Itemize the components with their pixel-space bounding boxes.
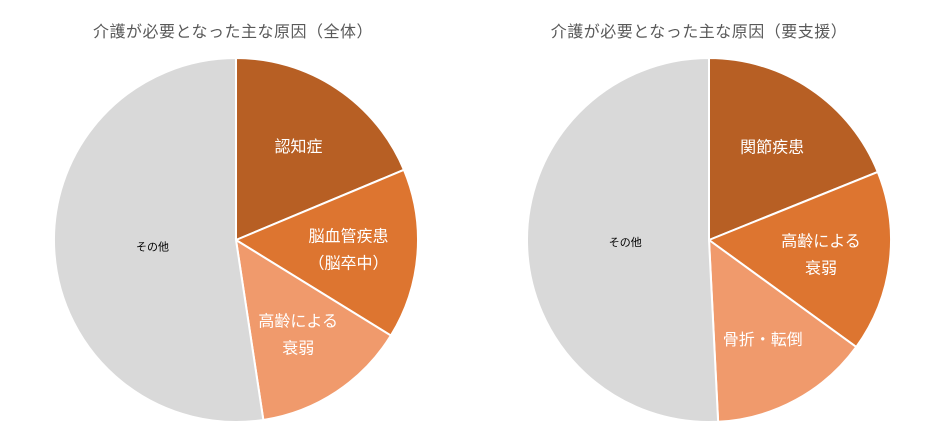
slice-label-1: 関節疾患 bbox=[740, 138, 804, 157]
slice-label-line: 高齢による bbox=[258, 312, 338, 331]
slice-label-4: その他 bbox=[609, 236, 642, 249]
slice-label-3: 骨折・転倒 bbox=[723, 330, 803, 349]
slice-label-line: 高齢による bbox=[781, 231, 861, 250]
slice-label-line: 関節疾患 bbox=[740, 138, 804, 157]
pie-slice-1 bbox=[708, 56, 880, 242]
slice-label-line: その他 bbox=[609, 236, 642, 249]
pie-chart-support-required: 介護が必要となった主な原因（要支援） 関節疾患高齢による衰弱骨折・転倒 その他 bbox=[466, 0, 932, 439]
pie-slice-3 bbox=[234, 238, 393, 422]
slice-label-line: 脳血管疾患 bbox=[308, 226, 388, 245]
pie-slice-2 bbox=[233, 168, 419, 337]
pie-slice-1 bbox=[235, 56, 406, 242]
slice-label-3: 高齢による衰弱 bbox=[258, 312, 338, 358]
slice-label-1: 認知症 bbox=[274, 137, 322, 156]
slice-label-4: その他 bbox=[136, 240, 169, 253]
chart-title: 介護が必要となった主な原因（全体） bbox=[92, 22, 374, 41]
pie-chart-overall: 介護が必要となった主な原因（全体） 認知症脳血管疾患 （脳卒中） 高齢による衰弱 その… bbox=[0, 0, 466, 439]
pie-slice-2 bbox=[706, 170, 892, 349]
chart-title: 介護が必要となった主な原因（要支援） bbox=[550, 22, 848, 41]
slice-label-2: 脳血管疾患 （脳卒中） bbox=[308, 226, 388, 272]
slice-label-2: 高齢による衰弱 bbox=[781, 231, 861, 277]
slice-label-line: （脳卒中） bbox=[308, 253, 388, 272]
pie-slice-4 bbox=[52, 56, 265, 423]
slice-label-line: 認知症 bbox=[274, 137, 322, 156]
pie-slice-4 bbox=[526, 56, 720, 423]
slice-label-line: その他 bbox=[136, 240, 169, 253]
slice-label-line: 衰弱 bbox=[805, 258, 837, 277]
pie-slice-3 bbox=[707, 237, 858, 423]
slice-label-line: 衰弱 bbox=[282, 339, 314, 358]
slice-label-line: 骨折・転倒 bbox=[723, 330, 803, 349]
